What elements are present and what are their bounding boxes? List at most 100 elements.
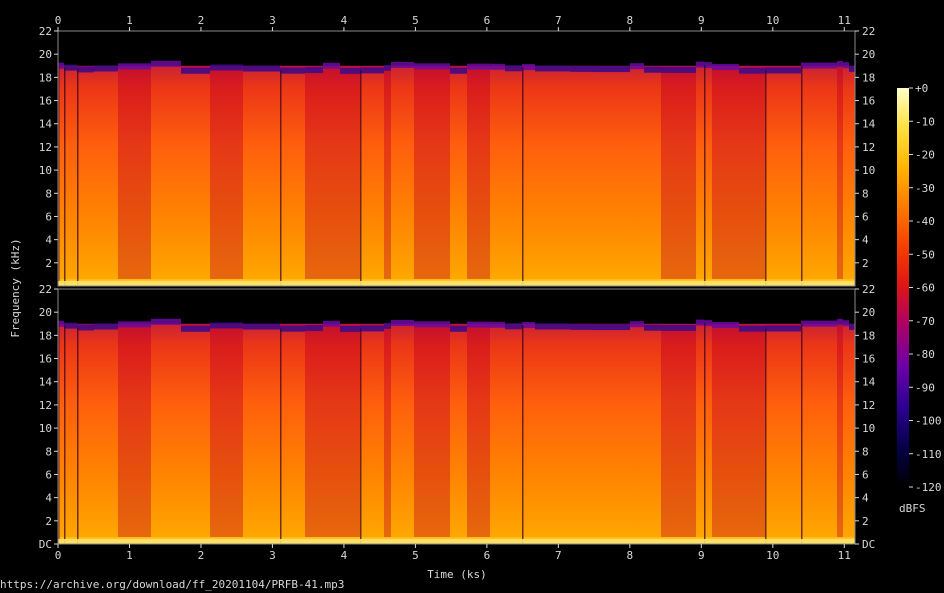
x-tick-label-bottom: 0 bbox=[55, 549, 62, 562]
cutoff-fringe bbox=[323, 62, 340, 69]
cutoff-fringe bbox=[570, 65, 593, 72]
segment-band bbox=[765, 331, 801, 537]
segment-band bbox=[384, 70, 391, 280]
colorbar-tick-label: -30 bbox=[915, 182, 935, 195]
channel-1-y-left-tick-label: 4 bbox=[45, 234, 52, 247]
segment-separator bbox=[64, 325, 66, 544]
x-tick-label-top: 1 bbox=[126, 14, 133, 27]
cutoff-fringe bbox=[661, 66, 696, 73]
channel-2-y-right-tick-label: 18 bbox=[862, 329, 875, 342]
segment-band bbox=[505, 329, 522, 537]
segment-separator bbox=[801, 323, 803, 544]
x-axis-top: 0 1 2 3 4 5 6 7 8 9 10 11 bbox=[55, 14, 851, 31]
cutoff-fringe bbox=[696, 319, 704, 326]
channel-2-y-right-tick-label: 8 bbox=[862, 445, 869, 458]
channel-1-y-left-tick-label: 6 bbox=[45, 210, 52, 223]
x-tick-label-bottom: 5 bbox=[412, 549, 419, 562]
colorbar-tick-label: -40 bbox=[915, 215, 935, 228]
segment-band bbox=[630, 327, 644, 537]
segment-band bbox=[58, 326, 64, 537]
colorbar-gradient bbox=[897, 88, 909, 487]
channel-2-spectrogram bbox=[57, 288, 856, 545]
cutoff-fringe bbox=[712, 64, 739, 71]
channel-1-y-right-tick-label: 2 bbox=[862, 257, 869, 270]
segment-band bbox=[94, 329, 118, 537]
x-tick-label-bottom: 7 bbox=[555, 549, 562, 562]
segment-band bbox=[522, 328, 535, 537]
channel-2-y-right-tick-label: 14 bbox=[862, 376, 876, 389]
segment-band bbox=[243, 71, 280, 279]
cutoff-fringe bbox=[849, 65, 855, 72]
segment-band bbox=[340, 73, 360, 279]
channel-2-y-left-tick-label: 22 bbox=[39, 283, 52, 296]
segment-band bbox=[837, 66, 843, 279]
segment-separator bbox=[765, 328, 767, 544]
channel-1-y-right-tick-label: 22 bbox=[862, 25, 875, 38]
x-tick-label-bottom: 1 bbox=[126, 549, 133, 562]
cutoff-fringe bbox=[490, 63, 505, 70]
segment-band bbox=[181, 331, 210, 537]
segment-band bbox=[522, 70, 535, 279]
segment-band bbox=[323, 68, 340, 279]
colorbar-tick-label: -60 bbox=[915, 282, 935, 295]
cutoff-fringe bbox=[280, 67, 305, 74]
cutoff-fringe bbox=[644, 324, 661, 331]
segment-band bbox=[630, 69, 644, 279]
channel-1-y-right-tick-label: 6 bbox=[862, 210, 869, 223]
cutoff-fringe bbox=[661, 324, 696, 331]
cutoff-fringe bbox=[522, 64, 535, 71]
channel-1-y-left-tick-label: 12 bbox=[39, 141, 52, 154]
segment-band bbox=[712, 70, 739, 280]
cutoff-fringe bbox=[739, 325, 765, 332]
cutoff-fringe bbox=[593, 66, 630, 73]
segment-separator bbox=[801, 65, 803, 286]
segment-band bbox=[712, 328, 739, 537]
cutoff-fringe bbox=[210, 64, 243, 71]
segment-band bbox=[414, 69, 450, 279]
channel-1-y-right-tick-label: 8 bbox=[862, 187, 869, 200]
segment-band bbox=[467, 327, 490, 537]
channel-1-y-right-tick-label: 18 bbox=[862, 71, 875, 84]
segment-band bbox=[64, 70, 77, 279]
segment-band bbox=[210, 70, 243, 279]
cutoff-fringe bbox=[630, 63, 644, 70]
segment-band bbox=[696, 67, 704, 279]
x-tick-label-top: 2 bbox=[198, 14, 205, 27]
channel-1-spectrogram bbox=[57, 30, 856, 287]
channel-1-y-right-tick-label: 16 bbox=[862, 95, 875, 108]
cutoff-fringe bbox=[704, 62, 712, 69]
cutoff-fringe bbox=[243, 65, 280, 72]
segment-band bbox=[801, 68, 837, 279]
cutoff-fringe bbox=[765, 67, 801, 74]
cutoff-fringe bbox=[414, 321, 450, 328]
colorbar-label: dBFS bbox=[899, 502, 926, 515]
channel-1-y-left-tick-label: 18 bbox=[39, 71, 52, 84]
channel-1-y-right-tick-label: 4 bbox=[862, 234, 869, 247]
channel-2-y-left-tick-label: 8 bbox=[45, 445, 52, 458]
cutoff-fringe bbox=[181, 325, 210, 332]
cutoff-fringe bbox=[739, 67, 765, 74]
segment-band bbox=[593, 72, 630, 280]
channel-1-y-right-tick-label: 10 bbox=[862, 164, 875, 177]
channel-2-y-left-tick-label: 4 bbox=[45, 492, 52, 505]
x-tick-label-bottom: 9 bbox=[698, 549, 705, 562]
channel-2-y-left-tick-label: 2 bbox=[45, 515, 52, 528]
segment-band bbox=[765, 73, 801, 279]
segment-band bbox=[570, 329, 593, 537]
segment-band bbox=[77, 330, 94, 537]
colorbar-ticks: +0 -10 -20 -30 -40 -50 -60 -70 -80 -90 -100 -110 -12… bbox=[909, 82, 942, 494]
segment-band bbox=[243, 329, 280, 537]
x-tick-label-top: 6 bbox=[484, 14, 491, 27]
segment-separator bbox=[522, 67, 524, 286]
segment-band bbox=[739, 331, 765, 537]
cutoff-fringe bbox=[630, 321, 644, 328]
cutoff-fringe bbox=[450, 325, 467, 332]
segment-band bbox=[118, 69, 151, 279]
segment-band bbox=[391, 67, 414, 280]
segment-separator bbox=[280, 328, 282, 544]
colorbar-tick-label: -80 bbox=[915, 348, 935, 361]
segment-band bbox=[151, 324, 181, 537]
cutoff-fringe bbox=[505, 323, 522, 330]
segment-band bbox=[661, 330, 696, 537]
